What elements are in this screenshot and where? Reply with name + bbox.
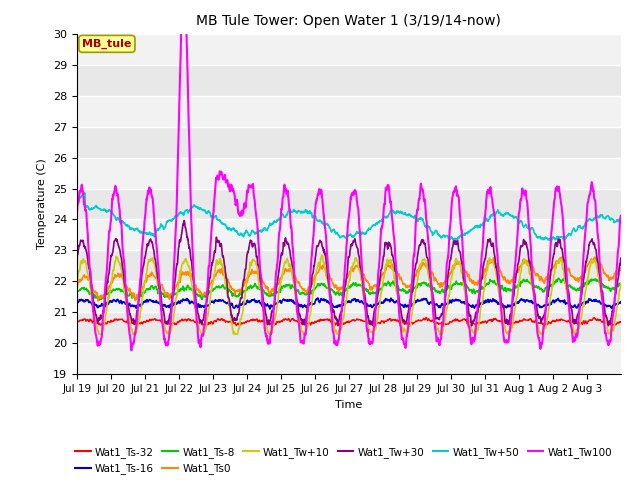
Wat1_Tw+30: [611, 300, 618, 305]
Wat1_Tw100: [325, 271, 333, 277]
Text: MB_tule: MB_tule: [82, 39, 132, 49]
Wat1_Ts0: [73, 284, 81, 289]
Wat1_Tw+10: [95, 331, 103, 337]
Wat1_Ts0: [335, 288, 342, 294]
Wat1_Ts-16: [158, 303, 166, 309]
Bar: [77, 157, 621, 189]
X-axis label: Time: Time: [335, 400, 362, 409]
Wat1_Tw+50: [547, 239, 555, 244]
Wat1_Ts-32: [232, 323, 240, 328]
Wat1_Ts-8: [335, 290, 342, 296]
Wat1_Tw+50: [81, 190, 88, 195]
Wat1_Ts-32: [557, 316, 565, 322]
Wat1_Ts-32: [158, 320, 166, 325]
Line: Wat1_Ts0: Wat1_Ts0: [77, 257, 621, 301]
Wat1_Ts-16: [611, 303, 618, 309]
Wat1_Ts-16: [477, 300, 485, 306]
Wat1_Tw+10: [617, 280, 625, 286]
Wat1_Tw100: [617, 213, 625, 219]
Wat1_Tw+10: [335, 327, 343, 333]
Bar: [77, 96, 621, 127]
Line: Wat1_Ts-32: Wat1_Ts-32: [77, 317, 621, 325]
Wat1_Ts0: [158, 282, 166, 288]
Wat1_Ts0: [591, 254, 599, 260]
Wat1_Tw+50: [335, 232, 342, 238]
Wat1_Ts-8: [557, 279, 565, 285]
Wat1_Ts-16: [325, 300, 333, 306]
Wat1_Tw+10: [325, 289, 333, 295]
Wat1_Ts-16: [73, 299, 81, 304]
Wat1_Tw+30: [477, 276, 485, 281]
Wat1_Tw+50: [611, 218, 618, 224]
Wat1_Tw+30: [335, 317, 343, 323]
Wat1_Ts-16: [314, 295, 322, 301]
Wat1_Ts-8: [611, 287, 618, 293]
Wat1_Tw+10: [158, 315, 166, 321]
Wat1_Ts0: [617, 265, 625, 271]
Wat1_Ts-8: [477, 287, 485, 292]
Wat1_Ts-8: [324, 286, 332, 292]
Line: Wat1_Tw100: Wat1_Tw100: [77, 0, 621, 350]
Wat1_Ts-32: [477, 320, 485, 326]
Wat1_Tw+50: [477, 223, 485, 228]
Wat1_Ts-32: [422, 314, 430, 320]
Bar: [77, 281, 621, 312]
Line: Wat1_Ts-16: Wat1_Ts-16: [77, 298, 621, 309]
Wat1_Tw100: [73, 212, 81, 218]
Wat1_Ts-8: [158, 291, 166, 297]
Wat1_Tw+10: [611, 322, 618, 328]
Wat1_Tw+50: [73, 198, 81, 204]
Wat1_Tw+30: [334, 323, 342, 329]
Wat1_Ts-8: [555, 276, 563, 281]
Wat1_Ts-16: [266, 306, 274, 312]
Wat1_Ts-8: [617, 280, 625, 286]
Line: Wat1_Ts-8: Wat1_Ts-8: [77, 278, 621, 300]
Wat1_Ts-32: [73, 318, 81, 324]
Bar: [77, 219, 621, 251]
Wat1_Tw+50: [324, 223, 332, 228]
Wat1_Tw100: [127, 348, 135, 353]
Wat1_Tw+10: [73, 281, 81, 287]
Wat1_Ts-16: [557, 298, 565, 304]
Line: Wat1_Tw+30: Wat1_Tw+30: [77, 220, 621, 326]
Wat1_Ts-32: [617, 319, 625, 325]
Wat1_Tw+30: [73, 257, 81, 263]
Legend: Wat1_Ts-32, Wat1_Ts-16, Wat1_Ts-8, Wat1_Ts0, Wat1_Tw+10, Wat1_Tw+30, Wat1_Tw+50,: Wat1_Ts-32, Wat1_Ts-16, Wat1_Ts-8, Wat1_…: [71, 443, 616, 478]
Wat1_Tw+30: [617, 255, 625, 261]
Wat1_Tw+50: [158, 224, 166, 229]
Wat1_Tw100: [557, 202, 565, 208]
Wat1_Tw+50: [557, 234, 565, 240]
Title: MB Tule Tower: Open Water 1 (3/19/14-now): MB Tule Tower: Open Water 1 (3/19/14-now…: [196, 14, 501, 28]
Wat1_Ts-32: [611, 322, 618, 327]
Wat1_Ts-16: [617, 299, 625, 305]
Wat1_Ts-8: [73, 290, 81, 296]
Wat1_Ts-16: [335, 303, 343, 309]
Wat1_Ts0: [324, 275, 332, 281]
Line: Wat1_Tw+10: Wat1_Tw+10: [77, 255, 621, 334]
Wat1_Tw+10: [557, 256, 565, 262]
Wat1_Ts0: [477, 274, 485, 279]
Bar: [77, 343, 621, 374]
Wat1_Ts0: [94, 298, 102, 304]
Wat1_Tw+30: [557, 246, 565, 252]
Wat1_Ts0: [611, 271, 618, 276]
Wat1_Tw+50: [617, 219, 625, 225]
Wat1_Tw100: [158, 320, 166, 326]
Wat1_Tw100: [611, 300, 618, 306]
Line: Wat1_Tw+50: Wat1_Tw+50: [77, 192, 621, 241]
Wat1_Tw+10: [477, 302, 485, 308]
Wat1_Ts-32: [335, 321, 342, 326]
Y-axis label: Temperature (C): Temperature (C): [37, 158, 47, 250]
Wat1_Tw100: [477, 255, 485, 261]
Wat1_Ts-8: [95, 297, 103, 303]
Wat1_Ts-32: [324, 318, 332, 324]
Wat1_Ts0: [557, 255, 564, 261]
Wat1_Tw+30: [324, 278, 332, 284]
Wat1_Tw+30: [180, 217, 188, 223]
Wat1_Tw+10: [318, 252, 326, 258]
Bar: [77, 34, 621, 65]
Wat1_Tw+30: [158, 301, 166, 307]
Wat1_Tw100: [335, 333, 343, 338]
